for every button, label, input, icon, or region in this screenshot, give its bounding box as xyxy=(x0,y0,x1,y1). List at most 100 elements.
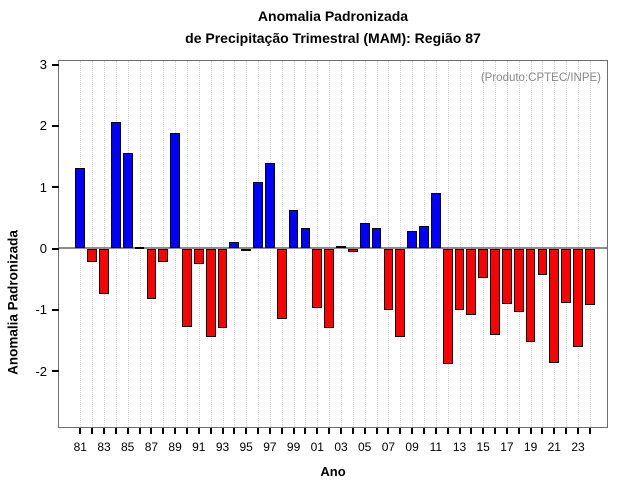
x-tick-89 xyxy=(174,428,177,434)
bar-05 xyxy=(359,222,370,249)
bar-24 xyxy=(584,248,595,305)
grid-line-12 xyxy=(447,61,449,427)
bar-94 xyxy=(229,242,240,249)
x-tick-84 xyxy=(114,428,117,434)
x-tick-04 xyxy=(351,428,354,434)
x-tick-24 xyxy=(588,428,591,434)
x-tick-label-01: 01 xyxy=(310,440,324,454)
grid-line-90 xyxy=(186,61,188,427)
x-tick-label-21: 21 xyxy=(547,440,561,454)
bar-92 xyxy=(205,248,216,338)
bar-93 xyxy=(217,248,228,329)
x-tick-03 xyxy=(340,428,342,434)
x-tick-label-99: 99 xyxy=(286,440,301,454)
x-tick-06 xyxy=(375,428,378,434)
bar-99 xyxy=(288,210,299,249)
x-tick-90 xyxy=(185,428,188,434)
grid-line-21 xyxy=(554,61,556,427)
x-tick-label-07: 07 xyxy=(381,440,396,454)
grid-line-23 xyxy=(578,61,579,427)
y-tick-2 xyxy=(52,124,59,127)
bar-08 xyxy=(395,248,406,337)
grid-line-04 xyxy=(352,61,354,427)
x-tick-22 xyxy=(565,428,568,434)
x-tick-98 xyxy=(280,428,283,434)
bar-83 xyxy=(99,248,109,294)
x-tick-12 xyxy=(446,428,449,434)
bar-06 xyxy=(371,227,382,249)
x-tick-label-85: 85 xyxy=(121,440,135,454)
grid-line-03 xyxy=(341,61,342,427)
x-tick-20 xyxy=(541,428,544,434)
bar-89 xyxy=(170,133,180,249)
grid-line-16 xyxy=(495,61,497,427)
bar-97 xyxy=(265,162,275,249)
bar-09 xyxy=(407,230,417,249)
bar-88 xyxy=(158,248,169,262)
x-tick-97 xyxy=(268,428,271,434)
bar-10 xyxy=(419,226,429,249)
x-tick-93 xyxy=(221,428,224,434)
bar-07 xyxy=(383,248,394,311)
grid-line-01 xyxy=(317,61,319,427)
x-tick-label-95: 95 xyxy=(239,440,253,454)
y-tick--1 xyxy=(52,308,59,311)
bar-96 xyxy=(253,182,263,249)
x-tick-label-09: 09 xyxy=(405,440,419,454)
grid-line-08 xyxy=(400,61,402,427)
y-tick-label-2: 2 xyxy=(39,118,47,134)
grid-line-13 xyxy=(459,61,461,427)
x-tick-14 xyxy=(470,428,473,434)
y-tick-1 xyxy=(52,186,59,189)
x-tick-label-05: 05 xyxy=(358,440,372,454)
bar-13 xyxy=(454,248,465,311)
chart-title-line2: de Precipitação Trimestral (MAM): Região… xyxy=(185,30,481,46)
x-tick-16 xyxy=(494,428,497,434)
x-tick-15 xyxy=(482,428,485,434)
source-annotation: (Produto:CPTEC/INPE) xyxy=(480,72,601,84)
x-tick-18 xyxy=(517,428,520,434)
zero-line xyxy=(59,246,607,249)
x-tick-19 xyxy=(529,428,532,434)
bar-86 xyxy=(134,247,145,249)
x-tick-95 xyxy=(245,428,248,434)
x-tick-label-15: 15 xyxy=(476,440,490,454)
x-tick-88 xyxy=(162,428,165,434)
grid-line-87 xyxy=(151,61,153,427)
x-tick-label-83: 83 xyxy=(97,440,111,454)
x-tick-08 xyxy=(399,428,402,434)
grid-line-14 xyxy=(471,61,473,427)
x-tick-96 xyxy=(257,428,260,434)
bar-14 xyxy=(466,248,477,316)
grid-line-98 xyxy=(281,61,283,427)
x-tick-09 xyxy=(411,428,414,434)
x-tick-11 xyxy=(434,428,437,434)
x-tick-99 xyxy=(292,428,295,434)
grid-line-07 xyxy=(388,61,390,427)
grid-line-02 xyxy=(329,61,331,427)
x-axis-title: Ano xyxy=(320,464,346,479)
grid-line-15 xyxy=(483,61,485,427)
y-tick-label-1: 1 xyxy=(39,179,47,195)
bar-98 xyxy=(276,248,287,319)
bar-11 xyxy=(430,192,441,249)
grid-line-22 xyxy=(566,61,568,427)
x-tick-23 xyxy=(577,428,579,434)
bar-16 xyxy=(490,248,500,335)
x-tick-label-03: 03 xyxy=(334,440,348,454)
x-tick-85 xyxy=(126,428,129,434)
bar-21 xyxy=(549,248,560,364)
grid-line-88 xyxy=(163,61,165,427)
x-tick-83 xyxy=(103,428,105,434)
x-tick-91 xyxy=(197,428,200,434)
grid-line-91 xyxy=(198,61,200,427)
x-tick-label-97: 97 xyxy=(263,440,277,454)
x-tick-00 xyxy=(304,428,307,434)
bar-18 xyxy=(513,248,524,312)
bar-15 xyxy=(478,248,489,278)
bar-00 xyxy=(300,227,311,249)
bar-23 xyxy=(573,248,583,347)
x-tick-87 xyxy=(150,428,153,434)
bar-20 xyxy=(537,248,548,275)
